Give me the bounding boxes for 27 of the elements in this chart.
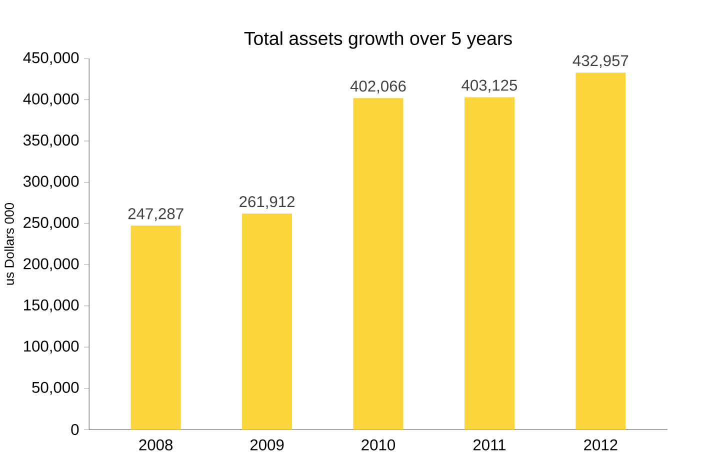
chart-title: Total assets growth over 5 years	[244, 32, 512, 49]
y-tick-label: 450,000	[23, 52, 79, 66]
data-label: 432,957	[572, 55, 628, 68]
bar	[130, 226, 181, 430]
bar	[353, 98, 404, 430]
x-tick-label: 2011	[473, 440, 506, 451]
data-label: 402,066	[350, 80, 406, 94]
y-tick-label: 350,000	[23, 134, 79, 148]
bar	[464, 97, 514, 430]
x-tick-label: 2009	[250, 440, 284, 451]
bar	[242, 214, 292, 430]
y-tick-label: 250,000	[24, 217, 79, 230]
y-tick-label: 50,000	[32, 382, 79, 395]
y-tick-label: 150,000	[24, 300, 79, 313]
data-label: 261,912	[240, 196, 294, 210]
y-axis-title: us Dollars 000	[4, 203, 14, 286]
x-tick-label: 2008	[139, 440, 173, 451]
y-tick-label: 400,000	[23, 94, 79, 106]
bar	[576, 72, 626, 430]
x-tick-label: 2010	[362, 440, 396, 451]
y-tick-label: 200,000	[24, 258, 79, 272]
y-tick-label: 100,000	[24, 340, 79, 354]
data-label: 247,287	[128, 208, 184, 222]
x-tick-label: 2012	[584, 440, 618, 451]
y-tick-label: 0	[71, 424, 79, 436]
data-label: 403,125	[462, 80, 518, 93]
y-tick-label: 300,000	[23, 176, 79, 189]
